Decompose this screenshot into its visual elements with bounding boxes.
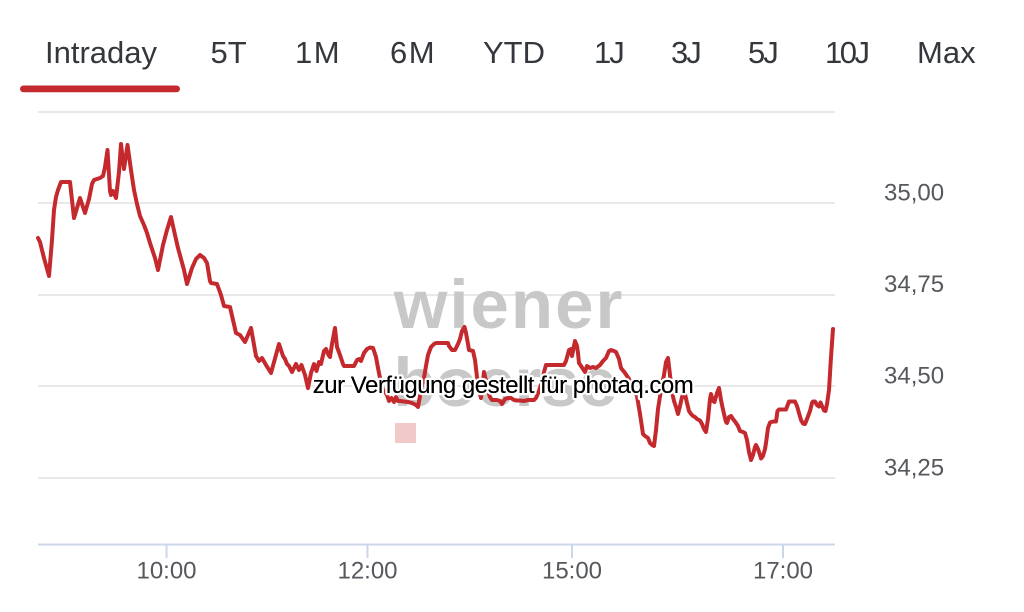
svg-text:10:00: 10:00	[136, 558, 196, 585]
svg-text:12:00: 12:00	[337, 558, 397, 585]
svg-text:5T: 5T	[211, 35, 247, 70]
svg-text:1M: 1M	[295, 35, 341, 70]
svg-text:34,25: 34,25	[884, 455, 944, 482]
svg-text:zur Verfügung gestellt für pho: zur Verfügung gestellt für photaq.com	[313, 372, 693, 399]
svg-text:Intraday: Intraday	[45, 35, 158, 70]
svg-text:15:00: 15:00	[542, 558, 602, 585]
svg-text:1J: 1J	[594, 35, 623, 70]
svg-text:34,50: 34,50	[884, 363, 944, 390]
svg-text:10J: 10J	[825, 35, 868, 70]
svg-text:34,75: 34,75	[884, 271, 944, 298]
svg-text:6M: 6M	[390, 35, 436, 70]
svg-text:zur Verfügung gestellt für pho: zur Verfügung gestellt für photaq.com	[313, 372, 693, 399]
svg-text:wiener: wiener	[393, 266, 625, 343]
svg-text:17:00: 17:00	[753, 558, 813, 585]
svg-text:YTD: YTD	[483, 35, 545, 70]
svg-text:35,00: 35,00	[884, 180, 944, 207]
svg-text:Max: Max	[917, 35, 976, 70]
svg-text:5J: 5J	[748, 35, 777, 70]
svg-text:3J: 3J	[671, 35, 700, 70]
